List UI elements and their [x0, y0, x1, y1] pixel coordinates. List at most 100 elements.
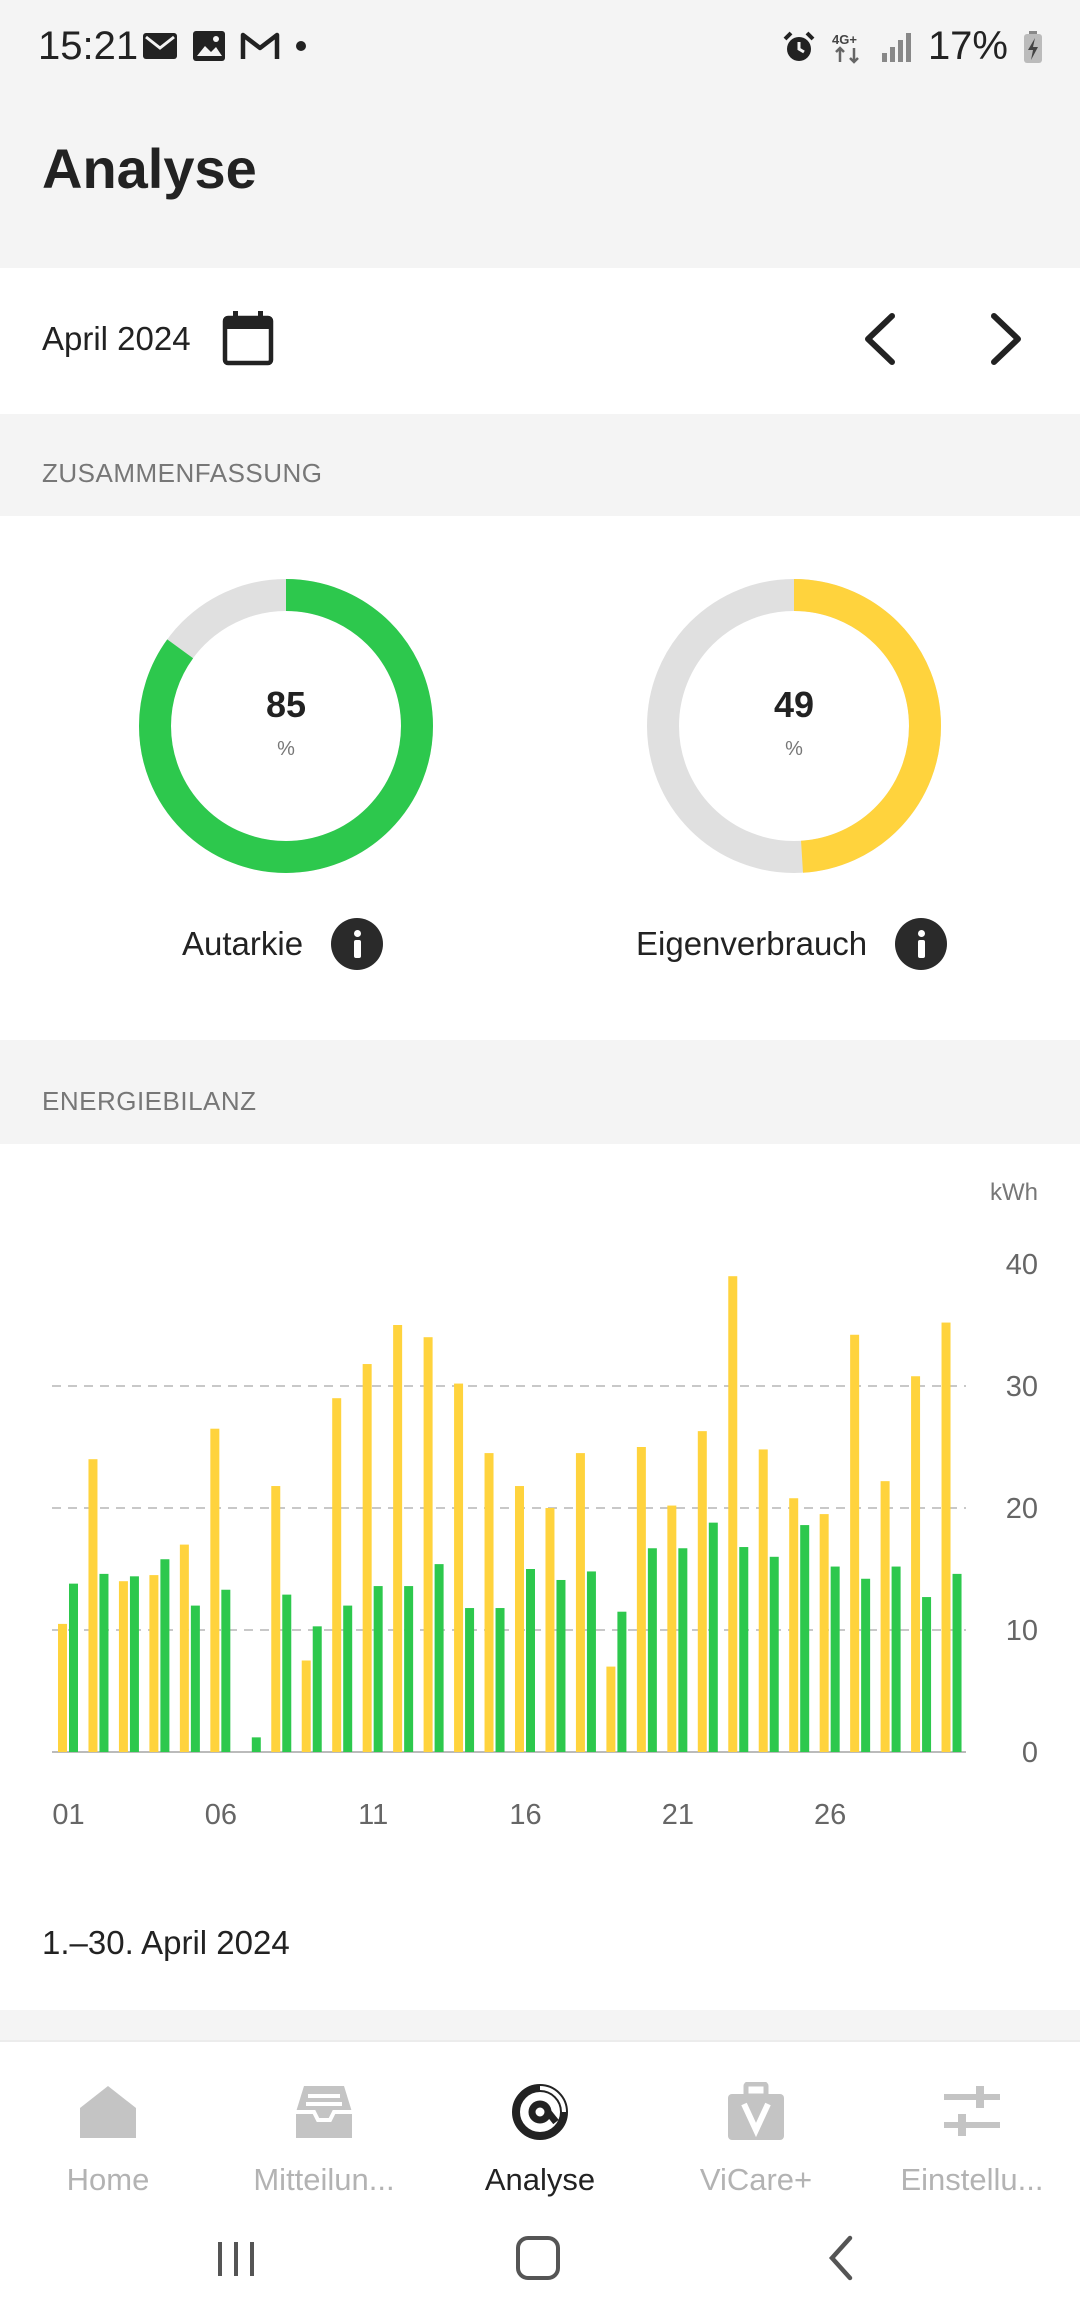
bar-series-2-day-9	[312, 1626, 322, 1752]
bar-series-1-day-26	[819, 1514, 829, 1752]
bar-series-2-day-5	[190, 1605, 200, 1752]
home-button[interactable]	[508, 2230, 568, 2286]
bar-series-1-day-19	[606, 1666, 616, 1752]
bar-series-2-day-27	[861, 1578, 871, 1752]
eigenverbrauch-info-icon[interactable]	[895, 918, 948, 970]
bar-series-1-day-13	[423, 1337, 433, 1752]
autarkie-unit: %	[277, 738, 295, 760]
bar-series-1-day-28	[880, 1481, 890, 1752]
nav-analyse[interactable]: Analyse	[432, 2060, 648, 2220]
bar-series-2-day-24	[769, 1556, 779, 1752]
y-unit-label: kWh	[990, 1179, 1038, 1206]
status-bar: 15:21 4G+ 17%	[0, 0, 1080, 96]
bar-series-2-day-7	[251, 1737, 261, 1752]
bar-series-2-day-14	[465, 1608, 475, 1752]
bar-series-1-day-16	[515, 1486, 524, 1752]
energy-chart-panel: kWh 0 10 20 30 40 01 06 11 16 21 26 1.–30. April 20…	[0, 1144, 1080, 2010]
inbox-icon	[296, 2086, 352, 2138]
bar-series-2-day-3	[129, 1576, 139, 1752]
nav-home-label: Home	[66, 2162, 150, 2197]
eigenverbrauch-label: Eigenverbrauch	[636, 925, 868, 962]
previous-month-button[interactable]	[846, 304, 916, 374]
x-tick-label: 01	[52, 1799, 84, 1831]
eigenverbrauch-label-row: Eigenverbrauch	[636, 918, 948, 970]
bar-series-1-day-3	[118, 1581, 128, 1752]
period-label: 1.–30. April 2024	[42, 1924, 290, 1961]
summary-section-header: ZUSAMMENFASSUNG	[0, 414, 1080, 516]
date-label: April 2024	[42, 320, 191, 357]
bar-series-2-day-17	[556, 1579, 566, 1752]
x-tick-label: 26	[814, 1799, 846, 1831]
page-title: Analyse	[42, 137, 257, 200]
bar-series-1-day-18	[575, 1453, 585, 1752]
bar-series-2-day-21	[678, 1548, 688, 1752]
nav-mitteilungen[interactable]: Mitteilun...	[216, 2060, 432, 2220]
nav-home[interactable]: Home	[0, 2060, 216, 2220]
bar-series-1-day-29	[911, 1376, 921, 1752]
bar-series-2-day-30	[952, 1573, 962, 1752]
y-tick-label: 40	[1006, 1249, 1038, 1281]
recent-apps-button[interactable]	[206, 2230, 266, 2286]
y-tick-label: 30	[1006, 1371, 1038, 1403]
svg-text:4G+: 4G+	[832, 32, 857, 47]
bar-series-2-day-12	[404, 1586, 414, 1752]
bar-series-1-day-20	[636, 1447, 646, 1752]
next-month-button[interactable]	[970, 304, 1040, 374]
bar-series-1-day-30	[941, 1322, 951, 1752]
bar-series-2-day-25	[800, 1525, 810, 1752]
battery-charging-icon	[1024, 30, 1042, 63]
x-tick-label: 21	[662, 1799, 694, 1831]
bar-series-2-day-22	[708, 1522, 718, 1752]
bar-series-2-day-29	[922, 1597, 932, 1752]
bar-series-2-day-13	[434, 1564, 444, 1752]
autarkie-info-icon[interactable]	[331, 918, 384, 970]
bar-series-1-day-8	[271, 1486, 281, 1752]
bar-series-2-day-10	[343, 1605, 353, 1752]
bar-series-1-day-5	[179, 1544, 189, 1752]
x-tick-label: 11	[358, 1799, 388, 1831]
bar-series-1-day-9	[301, 1660, 311, 1752]
y-tick-label: 0	[1022, 1737, 1038, 1769]
energy-section-header: ENERGIEBILANZ	[0, 1042, 1080, 1144]
autarkie-label: Autarkie	[182, 925, 304, 962]
bar-series-2-day-19	[617, 1611, 627, 1752]
bar-series-2-day-11	[373, 1586, 383, 1752]
bar-series-2-day-16	[526, 1569, 535, 1752]
bar-series-2-day-2	[99, 1573, 109, 1752]
autarkie-value: 85	[265, 684, 307, 725]
energy-section-title: ENERGIEBILANZ	[42, 1086, 257, 1116]
bar-series-2-day-4	[160, 1559, 170, 1752]
signal-icon	[881, 32, 911, 62]
back-button[interactable]	[812, 2230, 872, 2286]
bar-series-1-day-2	[88, 1459, 98, 1752]
gmail-icon	[240, 32, 280, 59]
network-4g-icon: 4G+	[832, 32, 859, 64]
nav-vicare-plus-label: ViCare+	[699, 2162, 813, 2197]
bar-series-2-day-18	[586, 1571, 596, 1752]
nav-vicare-plus[interactable]: ViCare+	[648, 2060, 864, 2220]
bar-series-1-day-4	[149, 1575, 159, 1752]
bar-series-1-day-1	[58, 1623, 67, 1752]
bar-series-2-day-6	[221, 1589, 231, 1752]
autarkie-donut: 85 %	[136, 576, 436, 876]
bar-series-2-day-28	[891, 1566, 901, 1752]
bar-series-2-day-26	[830, 1566, 840, 1752]
x-tick-label: 16	[509, 1799, 541, 1831]
summary-section-title: ZUSAMMENFASSUNG	[42, 458, 323, 488]
calendar-icon[interactable]	[222, 310, 274, 366]
bar-series-1-day-10	[332, 1398, 342, 1752]
nav-einstellungen-label: Einstellu...	[900, 2162, 1044, 2197]
eigenverbrauch-donut: 49 %	[644, 576, 944, 876]
bar-series-1-day-24	[758, 1449, 768, 1752]
bar-series-1-day-25	[789, 1498, 799, 1752]
bottom-navigation: Home Mitteilun... Analyse ViCare+	[0, 2040, 1080, 2316]
bar-series-2-day-20	[647, 1548, 657, 1752]
bar-series-2-day-23	[739, 1547, 749, 1752]
bar-series-1-day-15	[484, 1453, 494, 1752]
nav-mitteilungen-label: Mitteilun...	[253, 2162, 395, 2197]
nav-einstellungen[interactable]: Einstellu...	[864, 2060, 1080, 2220]
alarm-icon	[783, 31, 815, 61]
analyse-icon	[512, 2084, 568, 2140]
dot-icon	[296, 41, 306, 51]
system-navigation	[0, 2200, 1080, 2316]
